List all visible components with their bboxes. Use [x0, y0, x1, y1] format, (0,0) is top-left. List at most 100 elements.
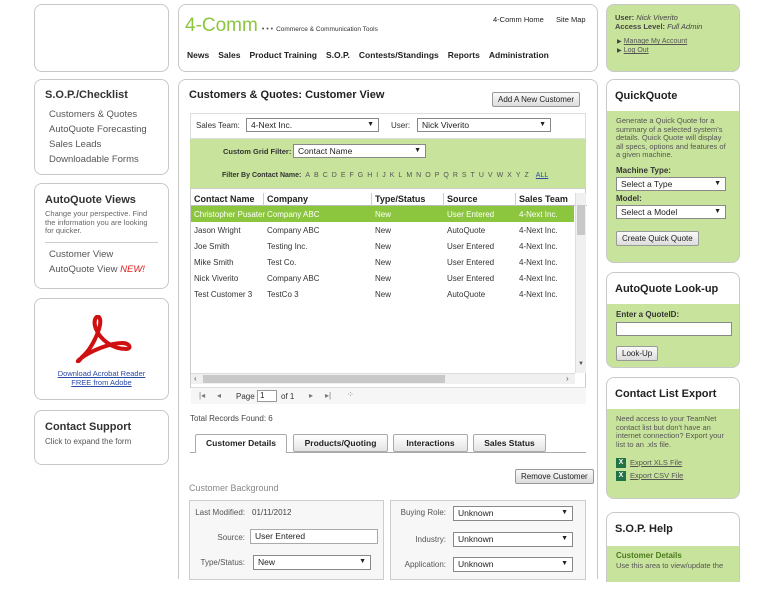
source-field[interactable]: User Entered [250, 529, 378, 544]
filter-letter-y[interactable]: Y [515, 172, 521, 179]
manage-account-link[interactable]: Manage My Account [623, 38, 688, 45]
filter-letter-s[interactable]: S [461, 172, 467, 179]
table-row[interactable]: Joe Smith Testing Inc. New User Entered 4-Ne… [191, 238, 574, 254]
table-cell: New [375, 210, 392, 219]
filter-letter-z[interactable]: Z [524, 172, 529, 179]
table-row[interactable]: Nick Viverito Company ABC New User Entered 4… [191, 270, 574, 286]
application-select[interactable]: Unknown ▼ [453, 557, 573, 572]
first-page-icon[interactable]: |◂ [199, 391, 206, 400]
quote-id-input[interactable] [616, 322, 732, 336]
col-contact-name[interactable]: Contact Name [191, 193, 264, 206]
nav-news[interactable]: News [187, 50, 210, 60]
horizontal-scrollbar[interactable]: ‹ › [191, 373, 575, 384]
adobe-acrobat-icon[interactable] [72, 315, 132, 363]
remove-customer-button[interactable]: Remove Customer [515, 469, 594, 484]
nav-administration[interactable]: Administration [488, 50, 549, 60]
create-quick-quote-button[interactable]: Create Quick Quote [616, 230, 699, 246]
export-csv-link[interactable]: Export CSV File [630, 471, 684, 480]
filter-letter-v[interactable]: V [487, 172, 493, 179]
chevron-down-icon[interactable]: ▼ [578, 361, 584, 367]
filter-letter-b[interactable]: B [314, 172, 319, 179]
nav-product-training[interactable]: Product Training [249, 50, 317, 60]
chevron-right-icon[interactable]: › [566, 374, 569, 383]
industry-select[interactable]: Unknown ▼ [453, 532, 573, 547]
vertical-scrollbar[interactable]: ▼ [575, 193, 586, 373]
logout-link[interactable]: Log Out [623, 47, 649, 54]
sidebar-item-sales-leads[interactable]: Sales Leads [49, 139, 102, 150]
sidebar-item-autoquote-view[interactable]: AutoQuote View NEW! [49, 262, 158, 277]
table-cell: Testing Inc. [267, 242, 308, 251]
lookup-button[interactable]: Look-Up [616, 346, 659, 361]
model-select[interactable]: Select a Model ▼ [616, 204, 726, 219]
filter-letter-g[interactable]: G [357, 172, 364, 179]
tab-sales-status[interactable]: Sales Status [473, 434, 546, 452]
filter-letter-i[interactable]: I [376, 172, 379, 179]
filter-letter-r[interactable]: R [452, 172, 458, 179]
filter-letter-h[interactable]: H [367, 172, 373, 179]
filter-letter-n[interactable]: N [416, 172, 422, 179]
machine-type-select[interactable]: Select a Type ▼ [616, 176, 726, 191]
filter-letter-o[interactable]: O [425, 172, 431, 179]
filter-letter-c[interactable]: C [322, 172, 328, 179]
filter-letter-d[interactable]: D [331, 172, 337, 179]
user-select[interactable]: Nick Viverito ▼ [417, 118, 551, 132]
filter-letter-j[interactable]: J [382, 172, 386, 179]
page-input[interactable]: 1 [257, 390, 277, 402]
tab-interactions[interactable]: Interactions [393, 434, 468, 452]
nav-contests-standings[interactable]: Contests/Standings [358, 50, 439, 60]
free-from-adobe-link[interactable]: FREE from Adobe [71, 378, 132, 387]
filter-letter-t[interactable]: T [470, 172, 475, 179]
tab-customer-details[interactable]: Customer Details [195, 434, 287, 453]
nav-sop[interactable]: S.O.P. [325, 50, 350, 60]
sidebar-item-customers-quotes[interactable]: Customers & Quotes [49, 109, 138, 120]
type-status-value: New [258, 557, 276, 567]
download-acrobat-link[interactable]: Download Acrobat Reader [57, 369, 146, 378]
tab-bar-line [190, 452, 586, 453]
last-page-icon[interactable]: ▸| [325, 391, 332, 400]
buying-role-select[interactable]: Unknown ▼ [453, 506, 573, 521]
type-status-select[interactable]: New ▼ [253, 555, 371, 570]
logo-text[interactable]: 4-Comm [185, 15, 258, 36]
home-link[interactable]: 4-Comm Home [493, 15, 544, 24]
nav-reports[interactable]: Reports [447, 50, 480, 60]
col-company[interactable]: Company [264, 193, 372, 206]
filter-letter-x[interactable]: X [507, 172, 512, 179]
filter-letter-f[interactable]: F [349, 172, 354, 179]
table-cell: 4-Next Inc. [519, 274, 558, 283]
table-row[interactable]: Jason Wright Company ABC New AutoQuote 4-Nex… [191, 222, 574, 238]
sidebar-item-autoquote-forecasting[interactable]: AutoQuote Forecasting [49, 124, 147, 135]
filter-letter-l[interactable]: L [398, 172, 403, 179]
filter-letter-k[interactable]: K [389, 172, 395, 179]
sales-team-select[interactable]: 4-Next Inc. ▼ [246, 118, 379, 132]
next-page-icon[interactable]: ▸ [309, 391, 314, 400]
scrollbar-thumb[interactable] [577, 205, 585, 235]
export-xls-link[interactable]: Export XLS File [630, 458, 683, 467]
contact-support-panel[interactable]: Contact Support Click to expand the form [34, 410, 169, 465]
sitemap-link[interactable]: Site Map [556, 15, 586, 24]
table-cell: Test Customer 3 [194, 290, 253, 299]
add-customer-button[interactable]: Add A New Customer [492, 92, 581, 107]
table-row[interactable]: Mike Smith Test Co. New User Entered 4-Next … [191, 254, 574, 270]
sidebar-item-customer-view[interactable]: Customer View [49, 248, 114, 260]
filter-letter-a[interactable]: A [305, 172, 311, 179]
filter-letter-q[interactable]: Q [443, 172, 449, 179]
filter-letter-w[interactable]: W [496, 172, 504, 179]
grid-filter-select[interactable]: Contact Name ▼ [293, 144, 426, 158]
nav-sales[interactable]: Sales [218, 50, 241, 60]
h-scrollbar-thumb[interactable] [203, 375, 445, 383]
prev-page-icon[interactable]: ◂ [217, 391, 222, 400]
filter-letter-m[interactable]: M [406, 172, 413, 179]
col-type-status[interactable]: Type/Status [372, 193, 444, 206]
chevron-left-icon[interactable]: ‹ [194, 374, 197, 383]
filter-letter-u[interactable]: U [478, 172, 484, 179]
filter-all-link[interactable]: ALL [535, 172, 549, 179]
col-sales-team[interactable]: Sales Team [519, 194, 568, 204]
col-source[interactable]: Source [444, 193, 516, 206]
tab-products-quoting[interactable]: Products/Quoting [293, 434, 388, 452]
table-row[interactable]: Christopher Pusateri Company ABC New User E… [191, 206, 574, 222]
table-row[interactable]: Test Customer 3 TestCo 3 New AutoQuote 4-Nex… [191, 286, 574, 302]
refresh-icon[interactable]: ⁘ [347, 390, 354, 399]
sidebar-item-downloadable-forms[interactable]: Downloadable Forms [49, 154, 139, 165]
filter-letter-p[interactable]: P [434, 172, 440, 179]
filter-letter-e[interactable]: E [340, 172, 346, 179]
